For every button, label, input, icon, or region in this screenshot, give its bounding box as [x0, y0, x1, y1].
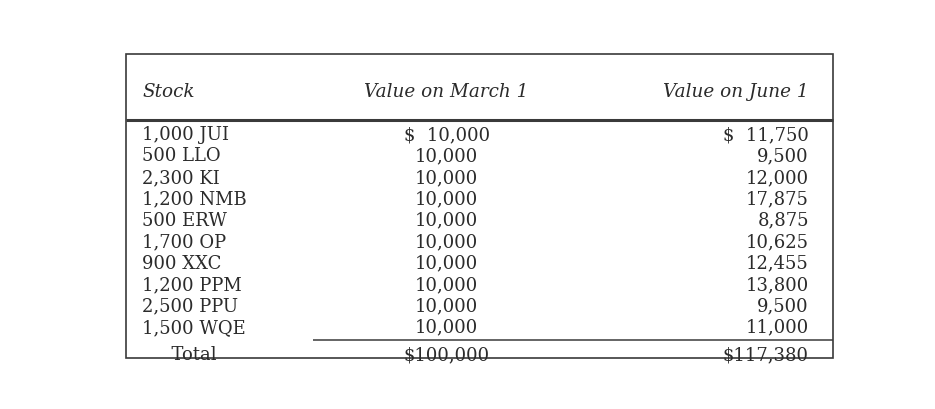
Text: Stock: Stock — [142, 83, 194, 101]
Text: 2,500 PPU: 2,500 PPU — [142, 297, 238, 315]
Text: 1,700 OP: 1,700 OP — [142, 233, 226, 251]
Text: 500 ERW: 500 ERW — [142, 212, 227, 230]
Text: 9,500: 9,500 — [757, 297, 809, 315]
FancyBboxPatch shape — [125, 54, 833, 358]
Text: Value on March 1: Value on March 1 — [365, 83, 529, 101]
Text: 500 LLO: 500 LLO — [142, 148, 221, 166]
Text: 2,300 KI: 2,300 KI — [142, 169, 220, 187]
Text: $117,380: $117,380 — [723, 346, 809, 364]
Text: 8,875: 8,875 — [757, 212, 809, 230]
Text: 11,000: 11,000 — [745, 319, 809, 337]
Text: 13,800: 13,800 — [745, 276, 809, 294]
Text: $  10,000: $ 10,000 — [404, 126, 490, 144]
Text: 10,000: 10,000 — [415, 190, 478, 208]
Text: 12,000: 12,000 — [746, 169, 809, 187]
Text: 10,000: 10,000 — [415, 233, 478, 251]
Text: 10,000: 10,000 — [415, 169, 478, 187]
Text: 10,000: 10,000 — [415, 319, 478, 337]
Text: 10,000: 10,000 — [415, 297, 478, 315]
Text: 12,455: 12,455 — [746, 254, 809, 272]
Text: 1,500 WQE: 1,500 WQE — [142, 319, 246, 337]
Text: 10,000: 10,000 — [415, 148, 478, 166]
Text: 10,000: 10,000 — [415, 276, 478, 294]
Text: 17,875: 17,875 — [746, 190, 809, 208]
Text: $  11,750: $ 11,750 — [723, 126, 809, 144]
Text: 10,000: 10,000 — [415, 212, 478, 230]
Text: 1,000 JUI: 1,000 JUI — [142, 126, 229, 144]
Text: 1,200 NMB: 1,200 NMB — [142, 190, 247, 208]
Text: 10,625: 10,625 — [746, 233, 809, 251]
Text: Value on June 1: Value on June 1 — [663, 83, 809, 101]
Text: Total: Total — [161, 346, 217, 364]
Text: 10,000: 10,000 — [415, 254, 478, 272]
Text: 900 XXC: 900 XXC — [142, 254, 222, 272]
Text: $100,000: $100,000 — [404, 346, 490, 364]
Text: 9,500: 9,500 — [757, 148, 809, 166]
Text: 1,200 PPM: 1,200 PPM — [142, 276, 242, 294]
